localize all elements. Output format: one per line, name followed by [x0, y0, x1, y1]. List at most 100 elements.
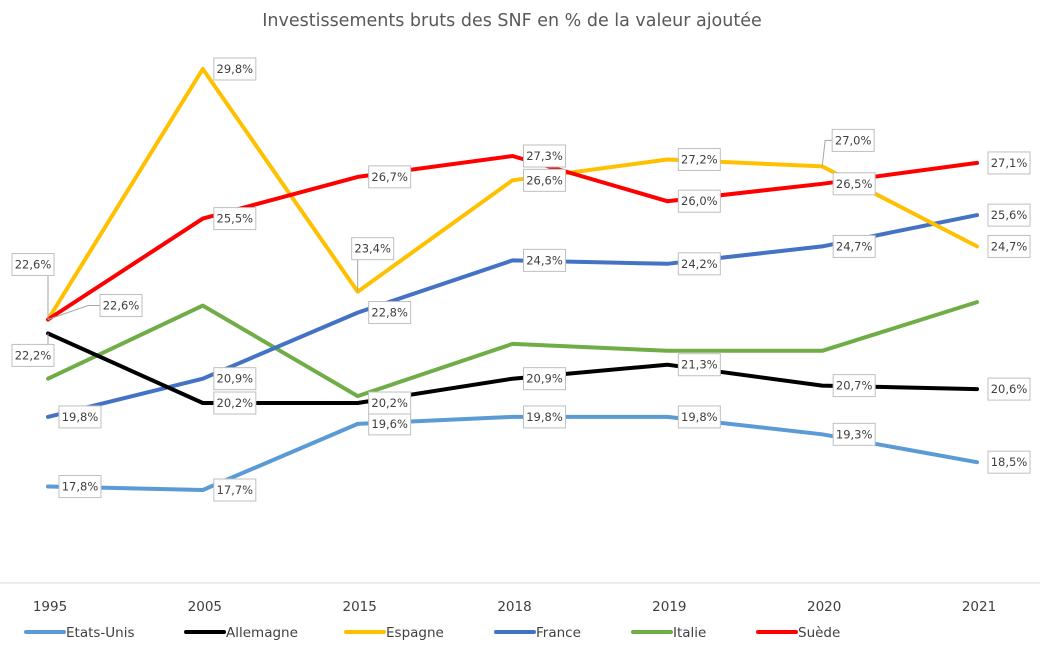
data-label-text: 20,9% [217, 372, 254, 386]
data-label-suede: 25,5% [213, 207, 257, 231]
x-tick-label: 2019 [652, 599, 686, 615]
legend-item-france: France [494, 625, 581, 641]
data-label-espagne: 24,7% [987, 234, 1031, 258]
data-label-allemagne: 20,2% [213, 391, 257, 415]
data-label-box [523, 248, 566, 272]
data-label-suede: 26,0% [677, 189, 721, 213]
data-label-allemagne: 20,6% [987, 377, 1031, 401]
data-label-box [523, 367, 566, 391]
legend-item-suede: Suède [756, 625, 840, 641]
x-axis-ticks: 1995 2005 2015 2018 2019 2020 2021 [33, 599, 996, 615]
data-label-text: 25,6% [991, 208, 1028, 222]
x-tick-label: 2021 [962, 599, 996, 615]
legend: Etats-Unis Allemagne Espagne France Italie Su… [24, 625, 840, 641]
data-label-box [987, 377, 1031, 401]
x-tick-label: 1995 [33, 599, 67, 615]
data-label-allemagne: 21,3% [677, 353, 721, 377]
x-tick-label: 2020 [807, 599, 841, 615]
data-label-box [11, 253, 55, 277]
data-label-etats-unis: 19,8% [677, 405, 721, 429]
data-label-suede: 22,6% [47, 294, 143, 320]
data-label-text: 26,5% [836, 177, 873, 191]
data-label-espagne: 23,4% [351, 237, 395, 292]
series-line-etats-unis [46, 414, 979, 492]
data-label-suede: 26,5% [832, 172, 876, 196]
data-label-text: 27,2% [681, 152, 718, 166]
data-label-box [831, 128, 875, 152]
data-label-text: 20,2% [371, 396, 408, 410]
data-label-box [368, 165, 412, 189]
data-label-box [987, 203, 1031, 227]
data-label-text: 22,8% [371, 306, 408, 320]
data-label-box [351, 237, 395, 261]
data-label-text: 19,6% [371, 417, 408, 431]
data-label-box [832, 234, 876, 258]
data-label-box [677, 405, 721, 429]
data-label-box [677, 353, 721, 377]
data-label-espagne: 27,0% [821, 128, 875, 167]
data-label-etats-unis: 19,6% [368, 412, 412, 436]
data-label-france: 24,7% [832, 234, 876, 258]
data-label-box [523, 168, 566, 192]
legend-item-etats-unis: Etats-Unis [24, 625, 135, 641]
series-line-suede [46, 154, 979, 322]
data-label-box [523, 144, 566, 168]
data-label-text: 17,7% [217, 483, 254, 497]
data-label-allemagne: 20,9% [523, 367, 566, 391]
data-label-espagne: 29,8% [213, 57, 257, 81]
legend-label: Italie [673, 625, 706, 641]
series-line-allemagne [46, 331, 979, 405]
data-label-suede: 27,1% [987, 151, 1031, 175]
data-label-box [213, 57, 257, 81]
data-label-box [99, 294, 143, 318]
data-label-text: 20,6% [991, 382, 1028, 396]
legend-item-italie: Italie [631, 625, 706, 641]
leader-line [47, 305, 100, 320]
data-label-text: 20,7% [836, 379, 873, 393]
data-label-text: 19,8% [681, 410, 718, 424]
data-label-suede: 26,7% [368, 165, 412, 189]
data-label-text: 24,7% [836, 239, 873, 253]
series-lines [46, 67, 979, 492]
data-label-text: 20,2% [217, 396, 254, 410]
chart-title: Investissements bruts des SNF en % de la… [262, 11, 762, 31]
legend-label: Espagne [386, 625, 444, 641]
data-label-text: 22,6% [15, 258, 52, 272]
legend-item-allemagne: Allemagne [184, 625, 298, 641]
data-label-box [58, 475, 102, 499]
data-label-text: 27,0% [835, 133, 872, 147]
data-label-text: 24,3% [526, 253, 563, 267]
data-label-etats-unis: 19,8% [523, 405, 566, 429]
data-label-france: 25,6% [987, 203, 1031, 227]
data-label-text: 27,3% [526, 149, 563, 163]
data-label-text: 23,4% [354, 242, 391, 256]
data-label-text: 26,7% [371, 170, 408, 184]
data-label-text: 25,5% [217, 212, 254, 226]
data-label-allemagne: 22,2% [11, 333, 55, 367]
data-label-text: 27,1% [991, 156, 1028, 170]
data-label-text: 22,6% [103, 299, 140, 313]
data-label-box [987, 450, 1031, 474]
data-label-box [523, 405, 566, 429]
data-label-box [213, 478, 257, 502]
legend-label: Etats-Unis [66, 625, 135, 641]
data-label-box [677, 189, 721, 213]
data-label-box [987, 234, 1031, 258]
data-label-france: 24,2% [677, 252, 721, 276]
leader-line [821, 139, 833, 167]
data-label-etats-unis: 17,7% [213, 478, 257, 502]
data-label-etats-unis: 18,5% [987, 450, 1031, 474]
data-label-text: 21,3% [681, 358, 718, 372]
data-label-france: 20,9% [213, 367, 257, 391]
data-label-france: 19,8% [58, 405, 102, 429]
data-label-box [213, 207, 257, 231]
data-label-text: 22,2% [15, 348, 52, 362]
data-label-espagne: 26,6% [523, 168, 566, 192]
series-line-france [46, 213, 979, 419]
data-label-text: 26,0% [681, 194, 718, 208]
data-label-box [11, 343, 55, 367]
data-label-text: 17,8% [62, 480, 99, 494]
legend-item-espagne: Espagne [344, 625, 444, 641]
data-label-box [213, 367, 257, 391]
